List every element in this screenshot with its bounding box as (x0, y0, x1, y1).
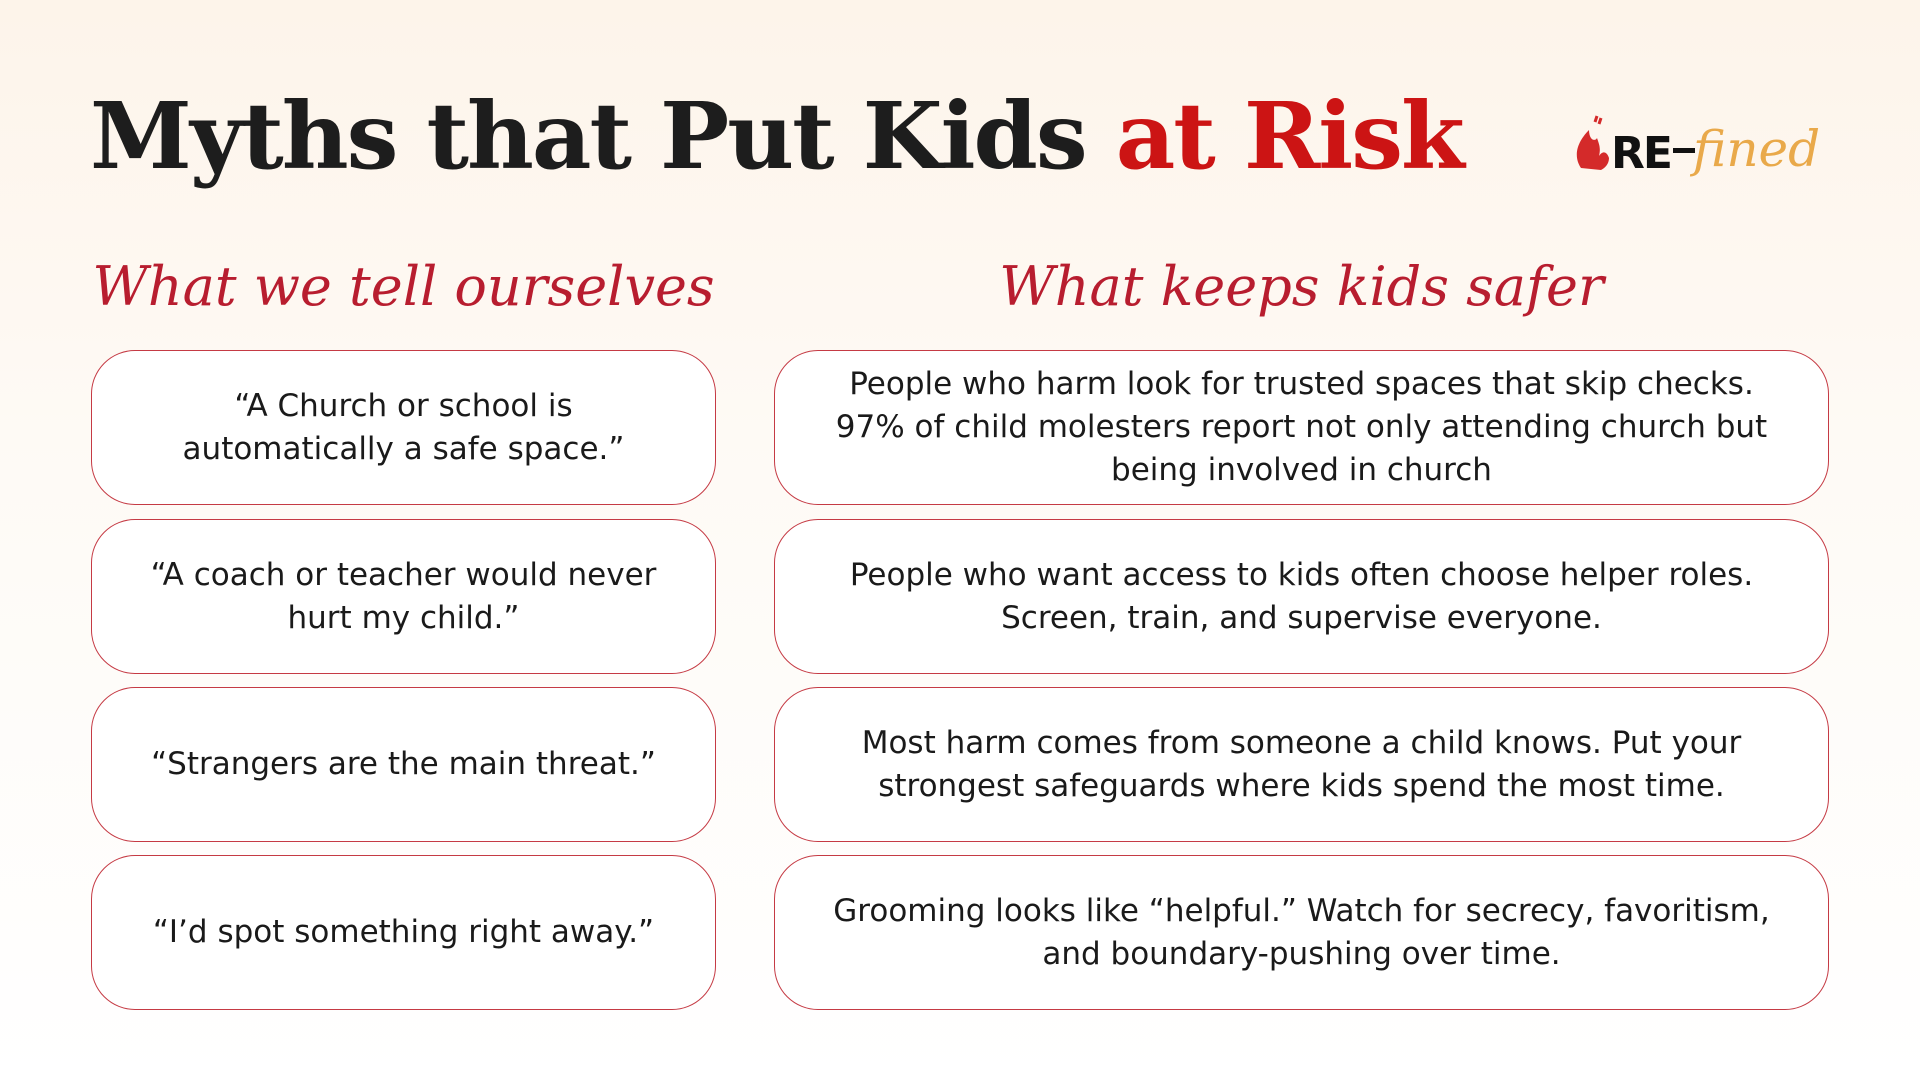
svg-text:fined: fined (1689, 120, 1820, 178)
myths-column-heading: What we tell ourselves (92, 255, 715, 318)
myth-card: “I’d spot something right away.” (91, 855, 716, 1010)
myth-card: “Strangers are the main threat.” (91, 687, 716, 842)
myth-card: “A coach or teacher would never hurt my … (91, 519, 716, 674)
myth-card: “A Church or school is automatically a s… (91, 350, 716, 505)
page-title: Myths that Put Kids at Risk (90, 82, 1465, 190)
svg-text:RE: RE (1611, 128, 1671, 179)
title-main: Myths that Put Kids (90, 82, 1116, 190)
title-accent: at Risk (1115, 82, 1465, 190)
fact-card: Grooming looks like “helpful.” Watch for… (774, 855, 1829, 1010)
facts-column-heading: What keeps kids safer (999, 255, 1604, 318)
fact-card: Most harm comes from someone a child kno… (774, 687, 1829, 842)
fact-card: People who harm look for trusted spaces … (774, 350, 1829, 505)
refined-logo: RE fined (1573, 108, 1833, 180)
fact-card: People who want access to kids often cho… (774, 519, 1829, 674)
flame-heart-icon: RE fined (1576, 115, 1820, 179)
